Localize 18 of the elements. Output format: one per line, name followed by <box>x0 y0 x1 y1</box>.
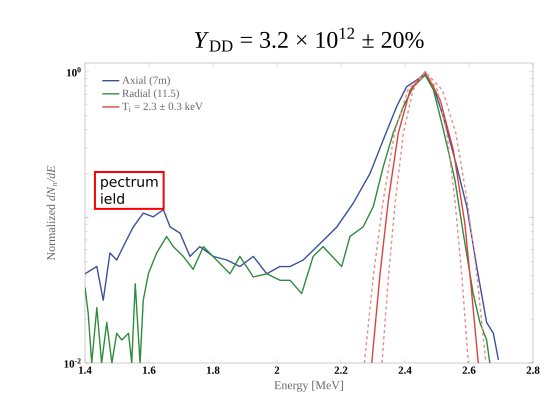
annotation: pectrum <box>101 176 158 190</box>
y-tick-label: 10$^{0}$ <box>67 67 81 76</box>
legend-label: Radial (11.5) <box>122 89 179 100</box>
chart-title: Y$_{DD}$ = 3.2 × 10$^{12}$ ± 20% <box>194 28 424 52</box>
annotation: ield <box>101 193 124 204</box>
x-tick-label: 2.8 <box>526 366 540 374</box>
legend-label: Axial (7m) <box>122 76 170 86</box>
x-tick-label: 2.6 <box>462 366 476 374</box>
y-tick-label: 10$^{-2}$ <box>64 358 81 368</box>
x-tick-label: 2 <box>274 366 280 374</box>
x-tick-label: 1.8 <box>207 366 220 374</box>
x-tick-label: 1.6 <box>143 366 156 374</box>
legend-label: T$_{i}$ = 2.3 ± 0.3 keV <box>122 102 203 112</box>
y-axis-title: Normalized dN$_{n}$/dE <box>46 166 57 260</box>
x-tick-label: 2.4 <box>398 366 412 374</box>
x-tick-label: 1.4 <box>79 366 92 374</box>
x-axis-title: Energy [MeV] <box>274 380 344 392</box>
x-tick-label: 2.2 <box>334 366 348 374</box>
